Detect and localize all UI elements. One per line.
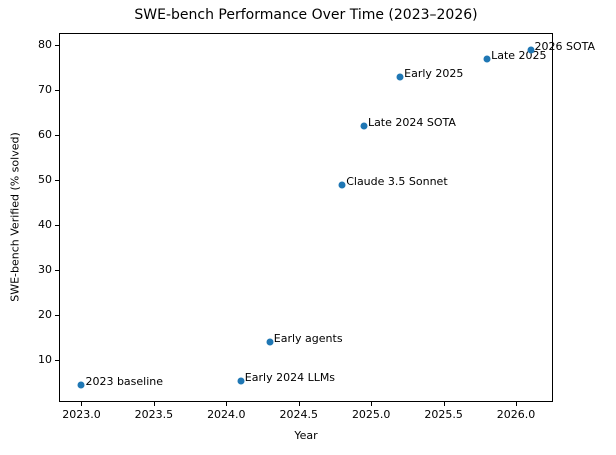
point-annotation: Early agents	[273, 332, 343, 346]
chart-title: SWE-bench Performance Over Time (2023–20…	[134, 7, 478, 23]
y-axis-tick-label: 40	[38, 218, 52, 232]
y-axis-tick-label: 70	[38, 83, 52, 97]
point-annotation: 2026 SOTA	[534, 39, 596, 53]
plot-area	[59, 33, 553, 402]
scatter-point	[338, 181, 346, 189]
y-axis-tick-label: 30	[38, 263, 52, 277]
y-axis-tick	[55, 360, 59, 362]
x-axis-tick	[371, 402, 373, 406]
y-axis-tick-label: 10	[38, 353, 52, 367]
y-axis-tick-label: 80	[38, 38, 52, 52]
y-axis-tick	[55, 180, 59, 182]
y-axis-tick-label: 50	[38, 173, 52, 187]
scatter-point	[77, 381, 85, 389]
point-annotation: Early 2025	[404, 66, 464, 80]
point-annotation: Claude 3.5 Sonnet	[346, 174, 448, 188]
y-axis-tick	[55, 270, 59, 272]
x-axis-tick	[153, 402, 155, 406]
x-axis-label: Year	[294, 429, 318, 442]
y-axis-tick-label: 20	[38, 308, 52, 322]
y-axis-label: SWE-bench Verified (% solved)	[8, 132, 22, 302]
scatter-point	[483, 55, 491, 63]
x-axis-tick-label: 2025.5	[424, 408, 463, 421]
y-axis-tick	[55, 225, 59, 227]
x-axis-tick-label: 2023.5	[134, 408, 174, 421]
y-axis-tick	[55, 90, 59, 92]
scatter-point	[266, 338, 274, 346]
y-axis-tick	[55, 315, 59, 317]
x-axis-tick	[81, 402, 83, 406]
x-axis-tick	[443, 402, 445, 406]
point-annotation: Early 2024 LLMs	[244, 370, 336, 384]
scatter-point	[237, 377, 245, 385]
x-axis-tick	[226, 402, 228, 406]
x-axis-tick	[516, 402, 518, 406]
point-annotation: 2023 baseline	[85, 375, 164, 389]
y-axis-tick	[55, 45, 59, 47]
x-axis-tick-label: 2024.5	[279, 408, 319, 421]
x-axis-tick-label: 2026.0	[496, 408, 536, 421]
x-axis-tick-label: 2025.0	[351, 408, 391, 421]
x-axis-tick-label: 2024.0	[207, 408, 246, 421]
scatter-point	[527, 46, 535, 54]
x-axis-tick	[298, 402, 300, 406]
x-axis-tick-label: 2023.0	[62, 408, 101, 421]
point-annotation: Late 2024 SOTA	[367, 116, 456, 130]
scatter-point	[396, 73, 404, 81]
scatter-point	[360, 122, 368, 130]
y-axis-tick	[55, 135, 59, 137]
y-axis-tick-label: 60	[38, 128, 52, 142]
